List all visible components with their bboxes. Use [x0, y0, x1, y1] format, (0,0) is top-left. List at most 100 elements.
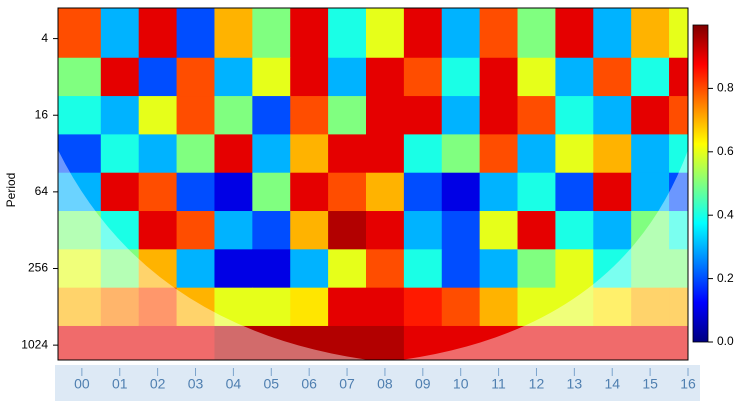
heat-cell: [631, 325, 670, 360]
heat-cell: [631, 287, 670, 327]
heat-cell: [290, 96, 329, 135]
x-tick-label: 16: [680, 376, 696, 392]
heat-cell: [138, 249, 178, 289]
heat-cell: [100, 211, 140, 250]
heat-cell: [441, 172, 481, 212]
heat-cell: [214, 57, 253, 97]
heat-cell: [669, 8, 688, 59]
heat-cell: [479, 287, 519, 327]
heat-cell: [555, 57, 594, 97]
heat-cell: [669, 211, 688, 250]
colorbar-tick-label: 0.0: [717, 334, 734, 348]
heat-cell: [252, 96, 291, 135]
heat-cell: [555, 249, 594, 289]
heat-cell: [365, 57, 405, 97]
y-axis-label: Period: [4, 173, 18, 208]
heat-cell: [479, 134, 519, 174]
heat-cell: [365, 134, 405, 174]
x-tick-label: 14: [604, 376, 620, 392]
x-tick-label: 01: [112, 376, 128, 392]
heat-cell: [252, 172, 291, 212]
heat-cell: [58, 287, 102, 327]
y-tick-label: 4: [41, 31, 48, 45]
heat-cell: [555, 325, 594, 360]
heat-cell: [441, 134, 481, 174]
heat-cell: [441, 8, 481, 59]
heat-cell: [176, 325, 215, 360]
heat-cell: [555, 172, 594, 212]
x-tick-label: 09: [415, 376, 431, 392]
heat-cell: [403, 249, 443, 289]
heat-cell: [441, 249, 481, 289]
heat-cell: [517, 287, 556, 327]
heat-cell: [100, 172, 140, 212]
x-tick-label: 06: [301, 376, 317, 392]
heat-cell: [593, 325, 632, 360]
x-tick-label: 04: [226, 376, 242, 392]
heat-cell: [441, 96, 481, 135]
heat-cell: [517, 211, 556, 250]
heat-cell: [138, 325, 178, 360]
heat-cell: [669, 249, 688, 289]
heat-cell: [138, 96, 178, 135]
x-tick-label: 03: [188, 376, 204, 392]
heat-cell: [252, 249, 291, 289]
heat-cell: [403, 287, 443, 327]
heat-cell: [58, 57, 102, 97]
heat-cell: [58, 172, 102, 212]
heat-cell: [100, 134, 140, 174]
heat-cell: [441, 211, 481, 250]
heat-cell: [631, 172, 670, 212]
heat-cell: [214, 249, 253, 289]
heat-cell: [365, 287, 405, 327]
heat-cell: [403, 134, 443, 174]
heat-cell: [555, 287, 594, 327]
heat-cell: [252, 287, 291, 327]
heat-cell: [328, 287, 367, 327]
heat-cell: [252, 134, 291, 174]
heat-cell: [517, 325, 556, 360]
heat-cell: [214, 8, 253, 59]
colorbar-tick-label: 0.2: [717, 271, 734, 285]
heat-cell: [631, 249, 670, 289]
heat-cell: [441, 57, 481, 97]
heat-cell: [403, 8, 443, 59]
colorbar: [692, 24, 709, 343]
heat-cell: [252, 8, 291, 59]
heat-cell: [138, 172, 178, 212]
heat-cell: [441, 287, 481, 327]
heat-cell: [214, 134, 253, 174]
heat-cell: [517, 249, 556, 289]
heat-cell: [214, 325, 253, 360]
heat-cell: [403, 172, 443, 212]
x-tick-label: 05: [263, 376, 279, 392]
y-tick-label: 1024: [21, 337, 48, 351]
heat-cell: [290, 8, 329, 59]
heat-cell: [176, 287, 215, 327]
x-axis-band: [55, 365, 700, 401]
x-tick-label: 15: [642, 376, 658, 392]
heat-cell: [517, 134, 556, 174]
heat-cell: [290, 325, 329, 360]
heat-cell: [479, 325, 519, 360]
heat-cell: [100, 287, 140, 327]
heat-cell: [100, 249, 140, 289]
heat-cell: [365, 8, 405, 59]
x-tick-label: 02: [150, 376, 166, 392]
heat-cell: [593, 211, 632, 250]
cone-of-influence: [58, 150, 688, 362]
x-tick-label: 11: [491, 376, 506, 392]
heat-cell: [290, 57, 329, 97]
heat-cell: [328, 249, 367, 289]
heat-cell: [214, 287, 253, 327]
heat-cell: [58, 211, 102, 250]
heat-cell: [214, 172, 253, 212]
heat-cell: [479, 57, 519, 97]
heat-cell: [290, 134, 329, 174]
heat-cell: [555, 134, 594, 174]
heat-cell: [403, 57, 443, 97]
heat-cell: [100, 96, 140, 135]
heat-cell: [479, 96, 519, 135]
y-tick-label: 16: [35, 107, 49, 121]
heat-cell: [58, 134, 102, 174]
